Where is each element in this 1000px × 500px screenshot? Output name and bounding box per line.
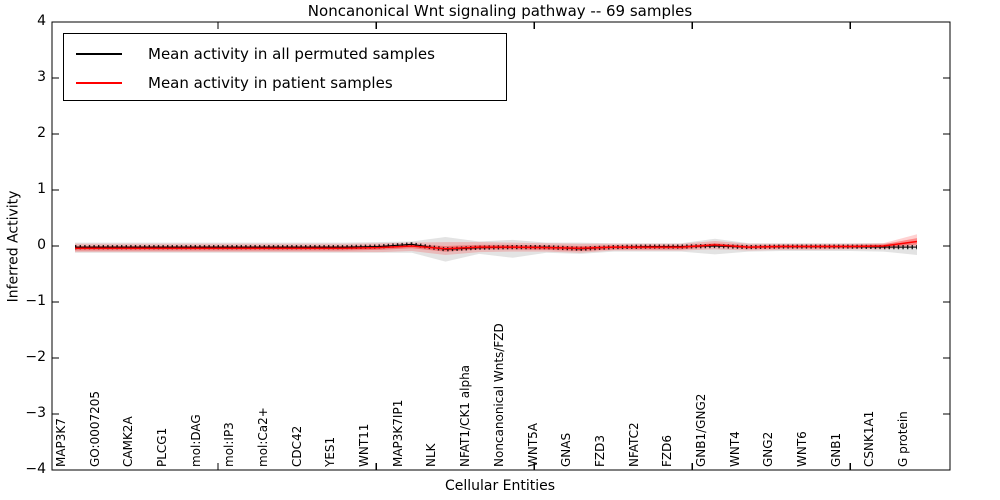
x-category-label: Noncanonical Wnts/FZD xyxy=(491,323,506,467)
y-tick-label: 1 xyxy=(37,181,46,197)
x-category-label: NFATC2 xyxy=(626,422,641,467)
legend-entry-label: Mean activity in all permuted samples xyxy=(148,44,435,63)
x-axis-label: Cellular Entities xyxy=(444,478,556,494)
x-category-label: WNT6 xyxy=(794,431,809,467)
x-category-label: PLCG1 xyxy=(155,427,170,467)
x-category-label: mol:IP3 xyxy=(222,422,237,467)
y-tick-label: 0 xyxy=(37,237,46,253)
band-patient-samples-range-outer xyxy=(75,234,917,255)
y-tick-label: 3 xyxy=(37,69,46,85)
x-category-label: CDC42 xyxy=(289,425,304,467)
x-category-label: NLK xyxy=(424,443,439,467)
y-tick-label: 4 xyxy=(37,13,46,29)
legend-entry: Mean activity in patient samples xyxy=(64,68,506,97)
x-category-label: CAMK2A xyxy=(121,416,136,467)
x-category-label: GNAS xyxy=(559,432,574,467)
x-category-label: mol:DAG xyxy=(188,414,203,467)
patient-mean-line xyxy=(75,240,918,250)
x-category-label: NFAT1/CK1 alpha xyxy=(458,364,473,467)
x-category-label: GNG2 xyxy=(761,431,776,467)
chart-title: Noncanonical Wnt signaling pathway -- 69… xyxy=(307,2,693,20)
legend-entry-label: Mean activity in patient samples xyxy=(148,73,393,92)
x-category-label: MAP3K7 xyxy=(54,418,68,467)
x-category-label: MAP3K7IP1 xyxy=(390,399,405,467)
x-category-label: WNT4 xyxy=(727,431,742,467)
x-category-label: mol:Ca2+ xyxy=(256,407,271,467)
x-category-label: WNT11 xyxy=(357,423,372,467)
x-category-label: FZD3 xyxy=(592,435,607,467)
x-category-label: GNB1/GNG2 xyxy=(693,393,708,467)
band-permuted-samples-range xyxy=(75,237,917,262)
x-category-label: FZD6 xyxy=(660,435,675,467)
legend: Mean activity in all permuted samples Mea… xyxy=(63,33,507,101)
legend-line-sample xyxy=(76,81,122,84)
y-tick-label: −2 xyxy=(25,349,46,365)
x-category-label: GNB1 xyxy=(828,432,843,467)
y-tick-label: −4 xyxy=(25,461,46,477)
x-category-label: G protein xyxy=(896,411,910,467)
x-category-label: CSNK1A1 xyxy=(862,410,877,467)
legend-entry: Mean activity in all permuted samples xyxy=(64,39,506,68)
y-tick-label: −3 xyxy=(25,405,46,421)
legend-entries: Mean activity in all permuted samples Mea… xyxy=(64,39,506,97)
x-category-label: WNT5A xyxy=(525,422,540,467)
legend-line-sample xyxy=(76,52,122,55)
y-tick-label: −1 xyxy=(25,293,46,309)
y-tick-label: 2 xyxy=(37,125,46,141)
x-category-label: GO:0007205 xyxy=(87,390,102,467)
x-category-label: YES1 xyxy=(323,436,338,467)
